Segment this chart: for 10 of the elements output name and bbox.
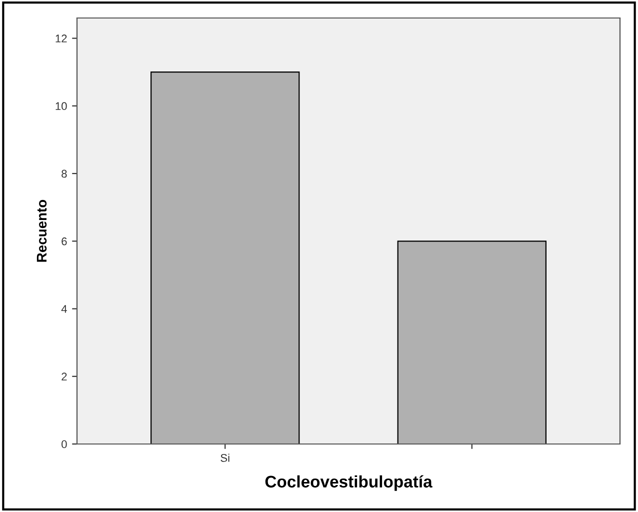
y-tick-label: 10: [56, 102, 67, 110]
x-axis-title: Cocleovestibulopatía: [265, 475, 432, 491]
y-tick-label: 4: [61, 305, 67, 313]
x-tick-label: Si: [220, 454, 230, 462]
y-tick-label: 8: [62, 170, 67, 178]
y-tick-label: 2: [62, 372, 67, 380]
y-tick-label: 6: [62, 237, 67, 246]
y-tick-label: 12: [56, 34, 67, 42]
y-axis-title: Recuento: [36, 200, 47, 262]
y-tick-label: 0: [62, 440, 67, 448]
